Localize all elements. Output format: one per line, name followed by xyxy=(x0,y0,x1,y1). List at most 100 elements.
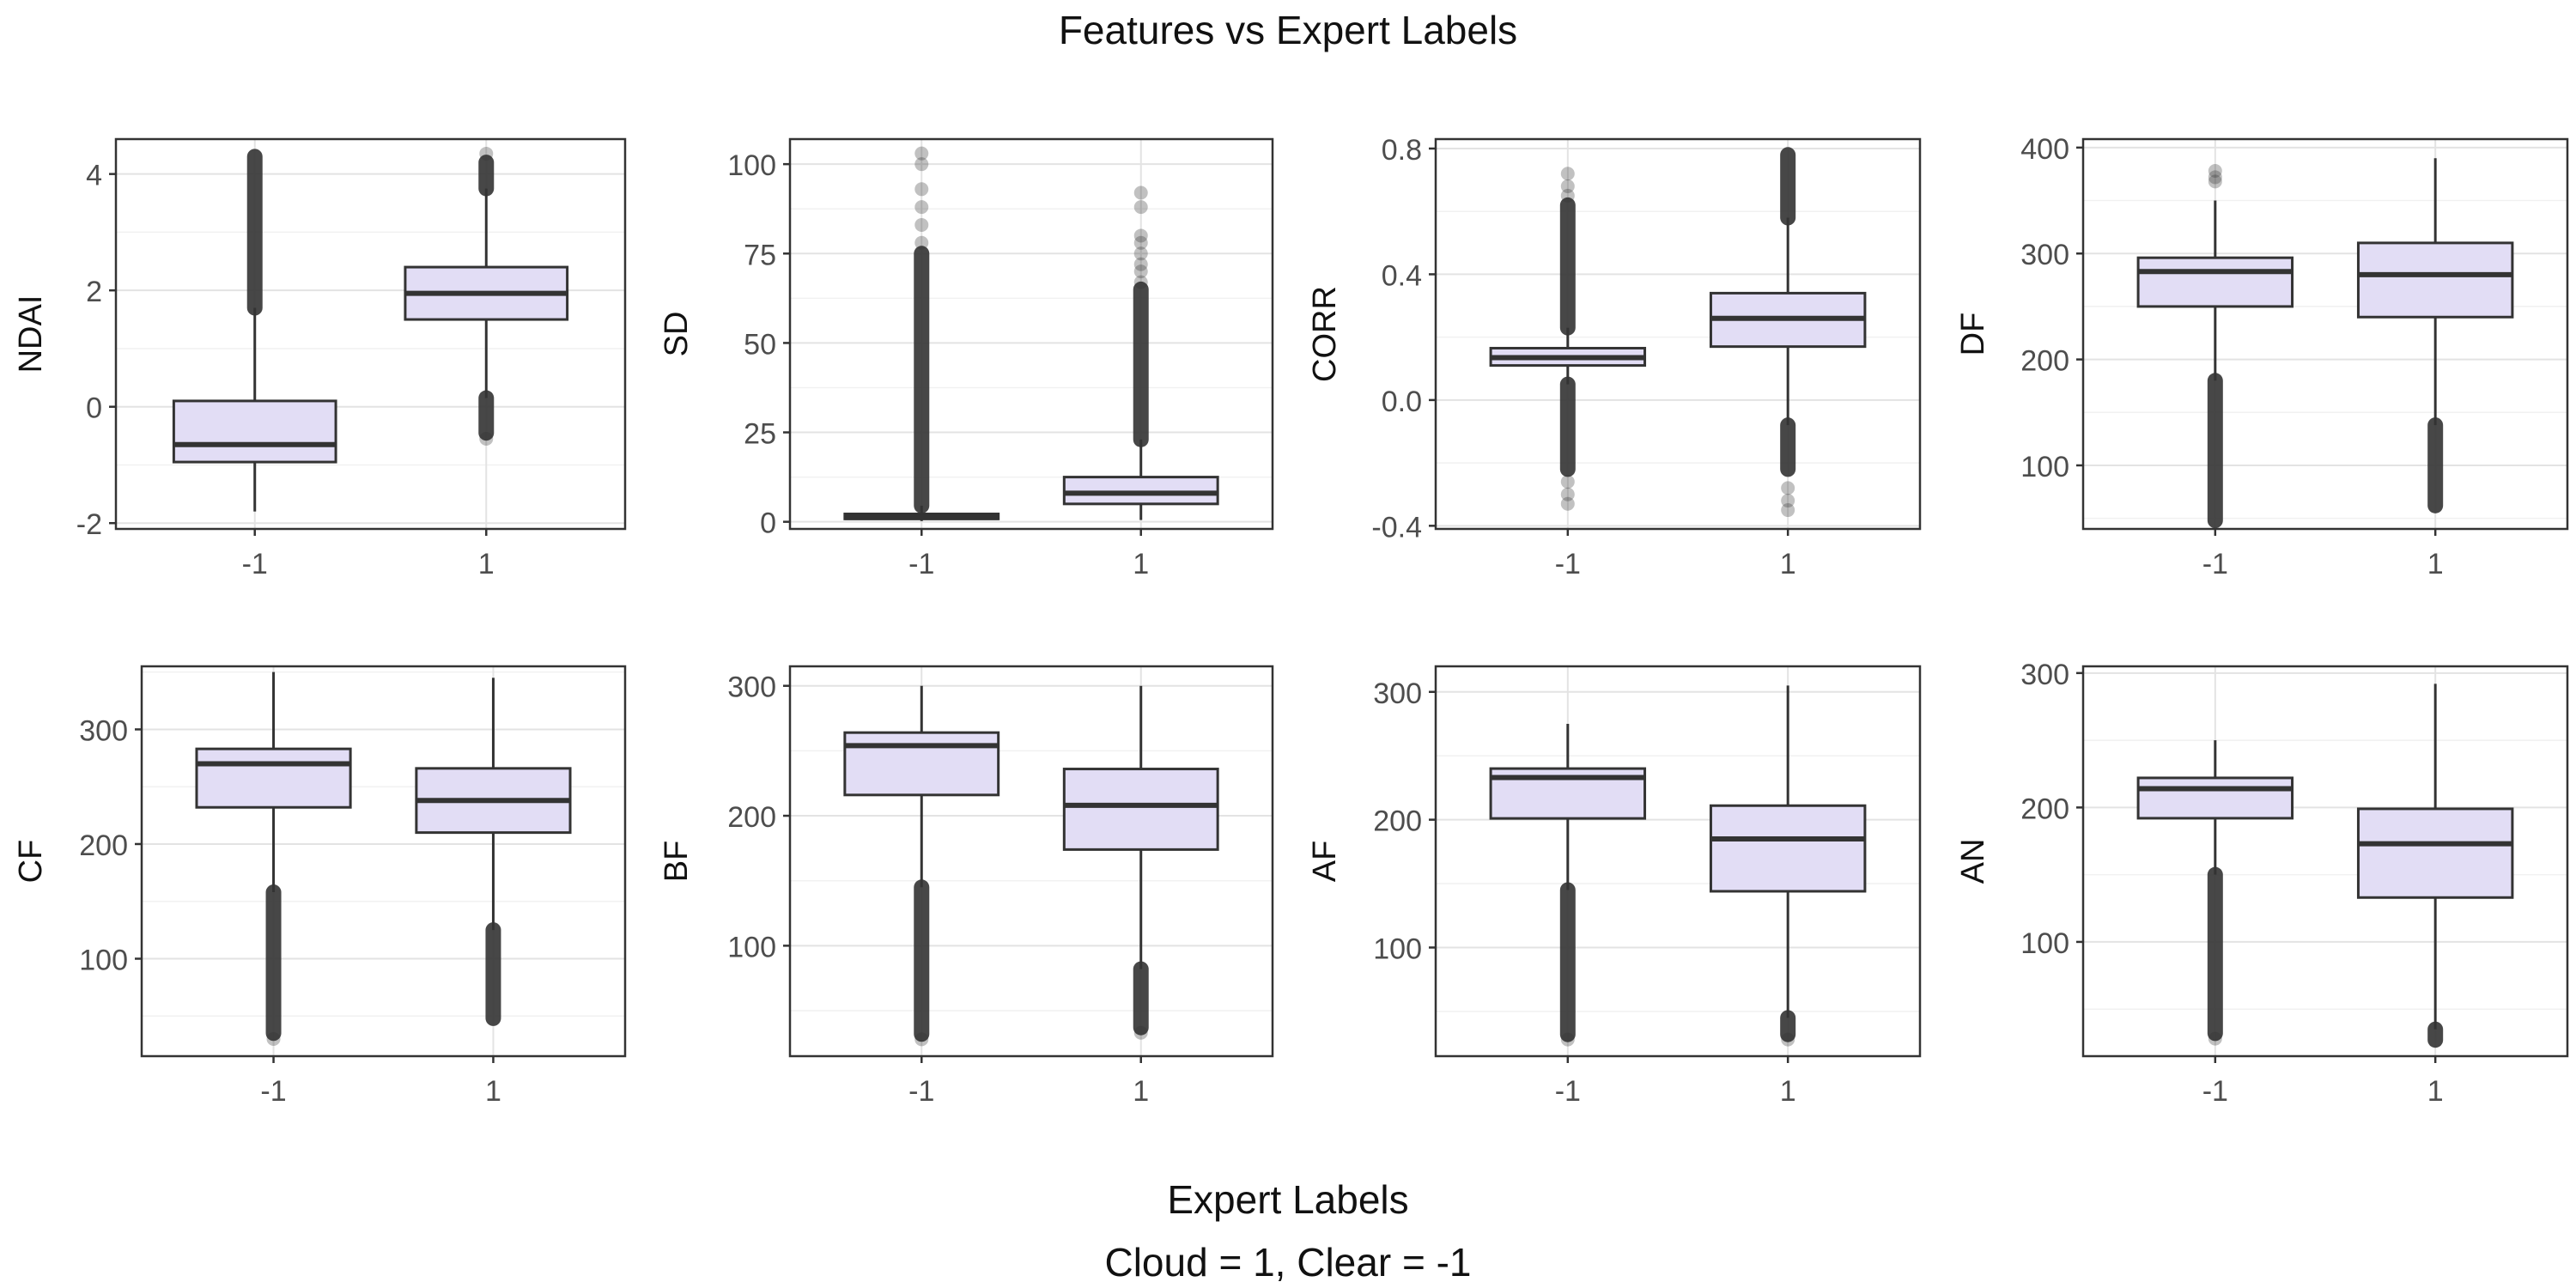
panel-border xyxy=(788,137,1274,531)
outlier-point xyxy=(1560,475,1575,489)
x-tick-label: 1 xyxy=(485,1075,501,1108)
y-axis-label: CF xyxy=(13,840,49,884)
panel-border xyxy=(2081,665,2569,1058)
panel-border xyxy=(140,665,627,1058)
x-tick-label: 1 xyxy=(1780,1075,1796,1108)
outlier-point xyxy=(1133,257,1148,271)
y-tick-label: 0.0 xyxy=(1382,386,1422,418)
x-tick-label: -1 xyxy=(242,548,268,580)
outlier-point xyxy=(914,157,929,172)
outlier-point xyxy=(2208,170,2222,185)
outlier-band xyxy=(1559,376,1576,477)
outlier-band xyxy=(1780,417,1796,477)
x-tick-label: 1 xyxy=(478,548,495,580)
y-tick-label: 50 xyxy=(744,328,776,361)
outlier-point xyxy=(1781,494,1795,508)
chart-title: Features vs Expert Labels xyxy=(1058,8,1518,52)
y-tick-label: 100 xyxy=(727,149,776,182)
outlier-band xyxy=(478,155,495,197)
y-tick-label: 100 xyxy=(727,931,776,963)
x-tick-label: -1 xyxy=(1555,548,1581,580)
outlier-band xyxy=(1559,197,1576,336)
panel-border xyxy=(788,665,1274,1058)
y-axis-label: DF xyxy=(1955,313,1991,356)
box-cloud xyxy=(1062,476,1219,506)
x-tick-label: -1 xyxy=(908,1075,934,1108)
box-clear xyxy=(2136,256,2294,308)
outlier-band xyxy=(1780,147,1796,226)
outlier-band xyxy=(1133,281,1149,447)
y-tick-label: 100 xyxy=(2020,927,2069,960)
panel-df: 100 200 300 400 -1 1 DF xyxy=(1955,133,2569,580)
outlier-point xyxy=(914,182,929,197)
y-tick-label: 100 xyxy=(1373,933,1422,965)
outlier-band xyxy=(2207,373,2223,529)
x-tick-label: -1 xyxy=(2202,548,2228,580)
box-clear xyxy=(172,399,337,464)
box-clear xyxy=(195,747,352,809)
y-tick-label: 200 xyxy=(727,801,776,834)
outlier-point xyxy=(1133,264,1148,279)
outlier-band xyxy=(914,246,930,513)
y-tick-label: 0 xyxy=(86,392,102,425)
panel-border xyxy=(2081,137,2569,531)
outlier-point xyxy=(914,146,929,161)
y-tick-label: 300 xyxy=(2020,659,2069,691)
x-axis-title: Expert Labels xyxy=(1167,1177,1409,1222)
y-tick-label: 400 xyxy=(2020,133,2069,166)
outlier-point xyxy=(1781,503,1795,518)
outlier-band xyxy=(485,922,501,1026)
y-tick-label: 100 xyxy=(2020,451,2069,483)
y-axis-label: SD xyxy=(659,312,695,357)
y-tick-label: 300 xyxy=(1373,677,1422,710)
x-tick-label: -1 xyxy=(1555,1075,1581,1108)
outlier-point xyxy=(1560,179,1575,193)
panel-cf: 100 200 300 -1 1 CF xyxy=(13,665,627,1108)
outlier-point xyxy=(2208,174,2222,189)
outlier-point xyxy=(1133,200,1148,215)
y-tick-label: 300 xyxy=(727,671,776,704)
panel-an: 100 200 300 -1 1 AN xyxy=(1955,659,2569,1108)
panel-corr: -0.4 0.0 0.4 0.8 -1 1 CORR xyxy=(1307,134,1922,580)
panel-sd: 0 25 50 75 100 -1 1 SD xyxy=(659,137,1274,580)
y-tick-label: 4 xyxy=(86,160,102,192)
y-axis-label: AN xyxy=(1955,839,1991,884)
y-tick-label: 25 xyxy=(744,418,776,451)
y-tick-label: 200 xyxy=(2020,793,2069,825)
outlier-point xyxy=(914,1032,929,1047)
outlier-point xyxy=(1133,1025,1148,1040)
box-clear xyxy=(843,731,1000,797)
outlier-band xyxy=(2207,866,2223,1042)
x-tick-label: 1 xyxy=(1133,548,1149,580)
y-tick-label: 300 xyxy=(2020,239,2069,271)
x-tick-label: -1 xyxy=(260,1075,286,1108)
y-tick-label: 100 xyxy=(79,945,128,977)
panel-border xyxy=(1434,137,1922,531)
outlier-point xyxy=(479,431,494,446)
y-tick-label: 300 xyxy=(79,714,128,747)
outlier-point xyxy=(1781,481,1795,495)
y-tick-label: -0.4 xyxy=(1371,511,1422,544)
y-tick-label: 200 xyxy=(1373,805,1422,838)
y-axis-label: BF xyxy=(659,841,695,883)
x-tick-label: 1 xyxy=(1780,548,1796,580)
panel-bf: 100 200 300 -1 1 BF xyxy=(659,665,1274,1108)
outlier-point xyxy=(914,235,929,250)
y-tick-label: 0 xyxy=(760,507,776,540)
outlier-point xyxy=(1133,235,1148,250)
y-tick-label: 75 xyxy=(744,239,776,271)
outlier-point xyxy=(1560,487,1575,501)
y-axis-label: CORR xyxy=(1307,286,1343,382)
panel-border xyxy=(1434,665,1922,1058)
outlier-point xyxy=(1133,275,1148,289)
outlier-band xyxy=(2427,1021,2444,1048)
x-tick-label: 1 xyxy=(2427,1075,2444,1108)
x-tick-label: 1 xyxy=(1133,1075,1149,1108)
y-tick-label: 0.4 xyxy=(1382,259,1422,292)
panel-af: 100 200 300 -1 1 AF xyxy=(1307,665,1922,1108)
outlier-point xyxy=(2208,164,2222,179)
outlier-point xyxy=(1560,496,1575,511)
x-tick-label: -1 xyxy=(2202,1075,2228,1108)
panel-border xyxy=(114,137,627,531)
